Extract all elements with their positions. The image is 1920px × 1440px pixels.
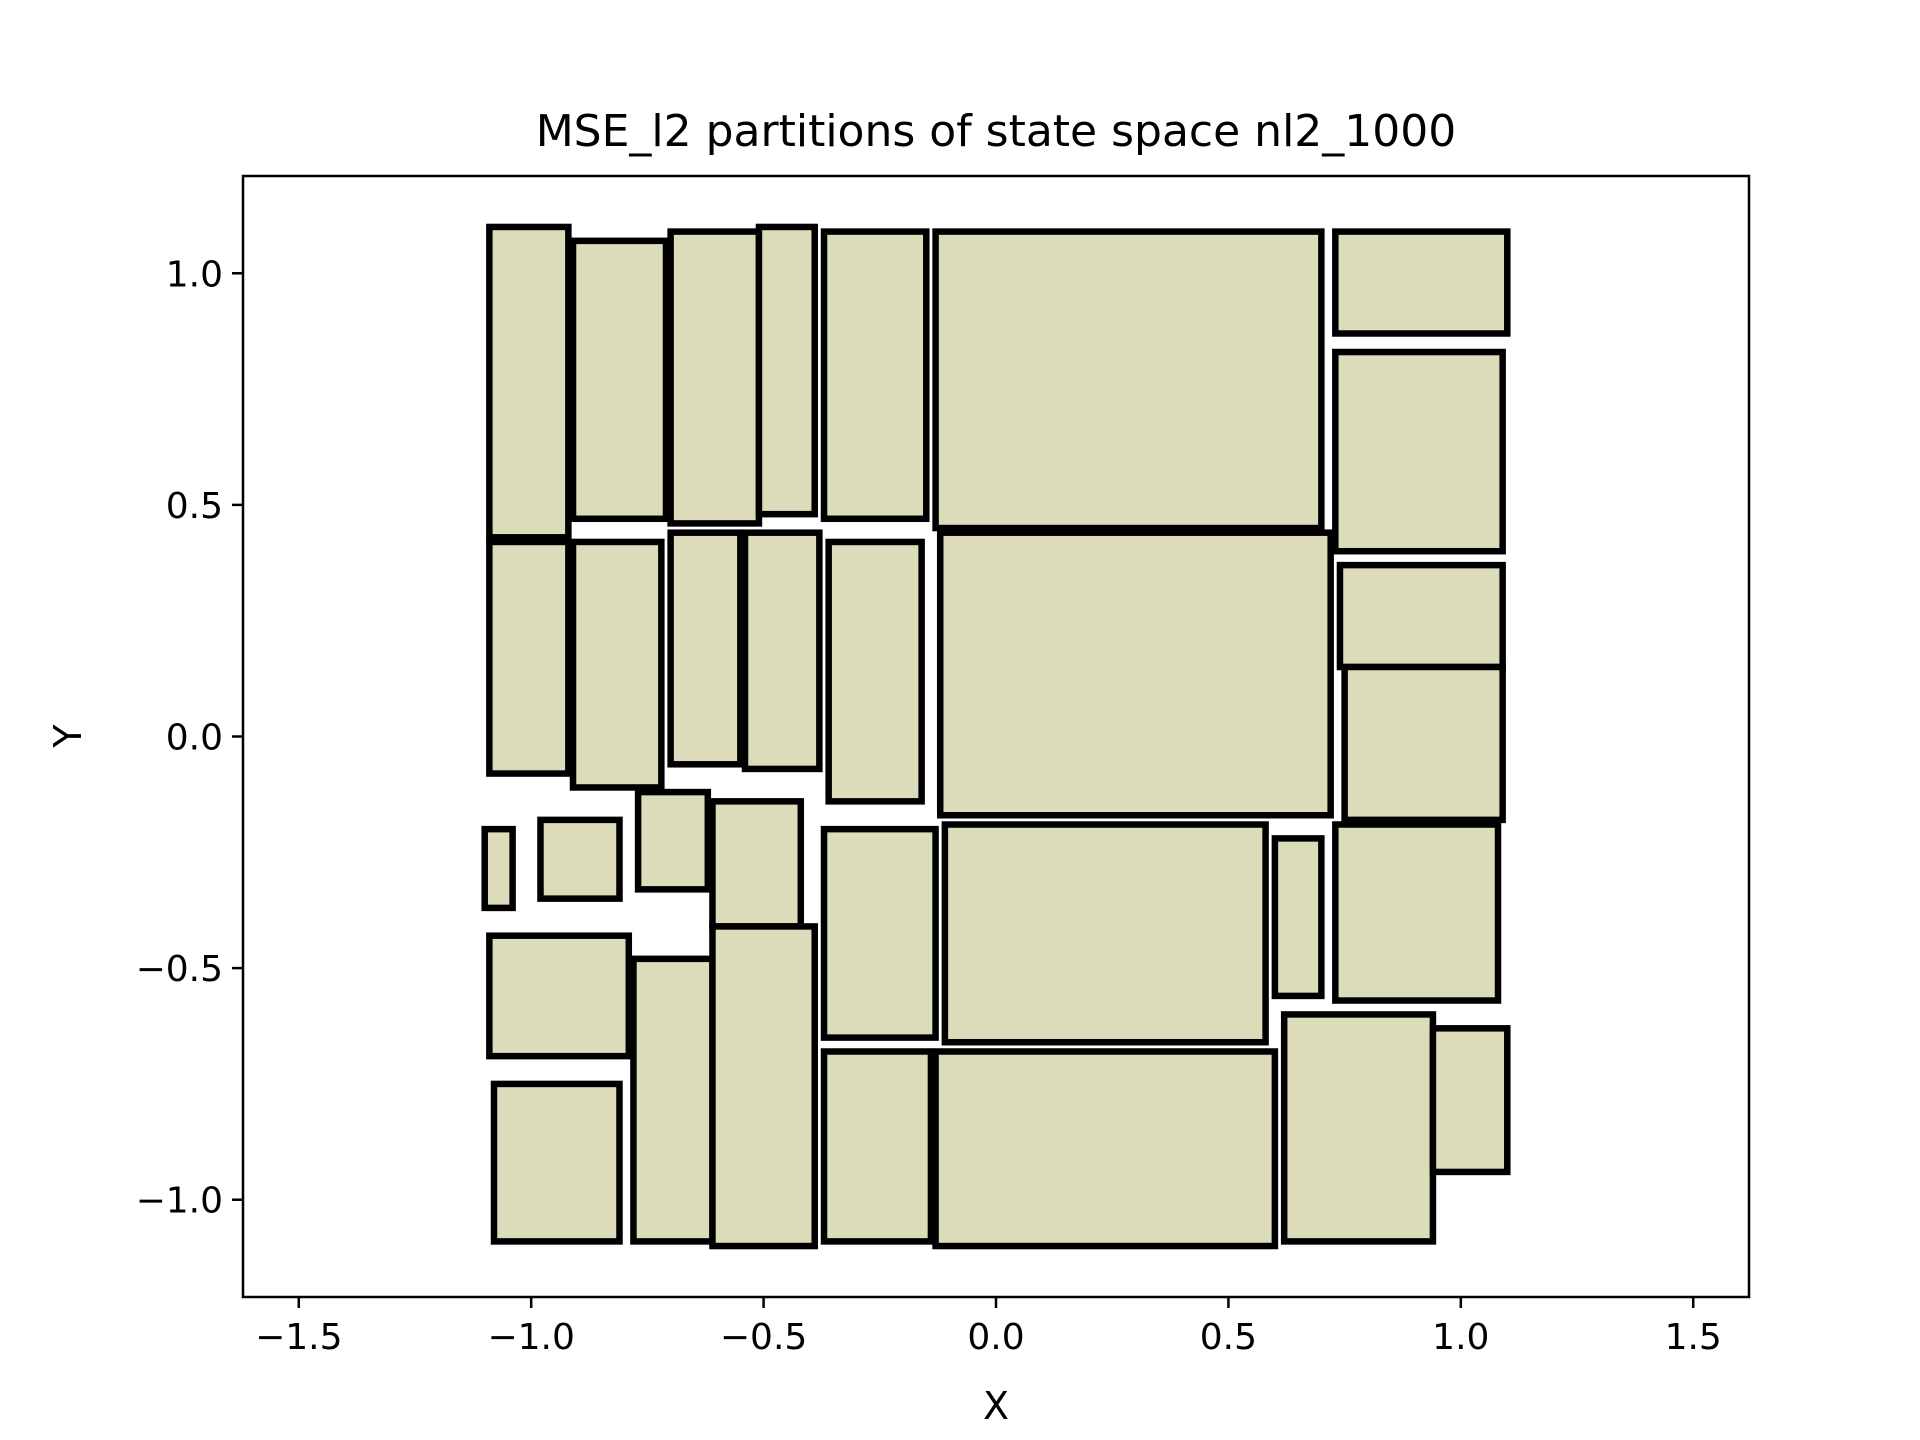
partition-rect-13 bbox=[936, 529, 1334, 819]
partition-rect-31 bbox=[1429, 1025, 1511, 1176]
x-tick-label-3: −0.5 bbox=[720, 1317, 807, 1358]
partition-rect-29 bbox=[932, 1048, 1279, 1250]
x-tick-label-2: −1.0 bbox=[487, 1317, 574, 1358]
x-tick-label-6: 1.0 bbox=[1432, 1317, 1489, 1358]
partition-rect-22 bbox=[941, 821, 1269, 1046]
partition-rect-4 bbox=[755, 223, 818, 518]
partition-rect-25 bbox=[486, 932, 633, 1060]
partition-rect-23 bbox=[1271, 835, 1325, 1000]
y-axis-ticks: −1.0 −0.5 0.0 0.5 1.0 bbox=[136, 254, 243, 1222]
x-axis-ticks: −1.5 −1.0 −0.5 0.0 0.5 1.0 1.5 bbox=[255, 1297, 1722, 1358]
partition-rect-27 bbox=[709, 923, 818, 1250]
partition-rect-9 bbox=[569, 538, 665, 791]
partition-rect-28 bbox=[820, 1048, 935, 1245]
partition-rect-1 bbox=[486, 223, 572, 541]
x-tick-label-5: 0.5 bbox=[1200, 1317, 1257, 1358]
partition-rect-3 bbox=[667, 228, 763, 527]
y-tick-label-2: −0.5 bbox=[136, 949, 223, 990]
x-axis-label: X bbox=[983, 1384, 1009, 1428]
partition-rect-19 bbox=[634, 788, 712, 893]
x-tick-label-1: −1.5 bbox=[255, 1317, 342, 1358]
partition-rect-5 bbox=[820, 228, 930, 523]
partition-rect-12 bbox=[825, 538, 925, 805]
partition-rect-14 bbox=[1332, 348, 1506, 555]
partition-rect-30 bbox=[1280, 1011, 1437, 1245]
y-tick-label-5: 1.0 bbox=[166, 254, 223, 295]
partition-rect-15 bbox=[1336, 561, 1506, 671]
partition-rect-20 bbox=[709, 798, 805, 930]
partition-rect-24 bbox=[1332, 821, 1502, 1004]
x-tick-label-4: 0.0 bbox=[967, 1317, 1024, 1358]
partition-rect-17 bbox=[481, 825, 516, 912]
chart-title: MSE_l2 partitions of state space nl2_100… bbox=[536, 106, 1457, 157]
partition-rect-2 bbox=[569, 237, 670, 523]
partition-rect-32 bbox=[490, 1080, 623, 1245]
y-tick-label-3: 0.0 bbox=[166, 718, 223, 759]
partition-rectangles bbox=[481, 223, 1511, 1250]
partition-rect-21 bbox=[820, 825, 939, 1041]
partition-rect-16 bbox=[1341, 663, 1506, 824]
x-tick-label-7: 1.5 bbox=[1665, 1317, 1722, 1358]
y-tick-label-1: −1.0 bbox=[136, 1181, 223, 1222]
partition-rect-26 bbox=[630, 955, 716, 1245]
partition-rect-6 bbox=[932, 228, 1325, 532]
y-tick-label-4: 0.5 bbox=[166, 486, 223, 527]
partition-rect-11 bbox=[741, 529, 823, 773]
partition-rect-8 bbox=[486, 538, 572, 777]
y-axis-label: Y bbox=[46, 724, 90, 749]
partition-rect-10 bbox=[667, 529, 744, 768]
partition-rect-7 bbox=[1332, 228, 1511, 337]
partition-rect-18 bbox=[537, 816, 623, 902]
